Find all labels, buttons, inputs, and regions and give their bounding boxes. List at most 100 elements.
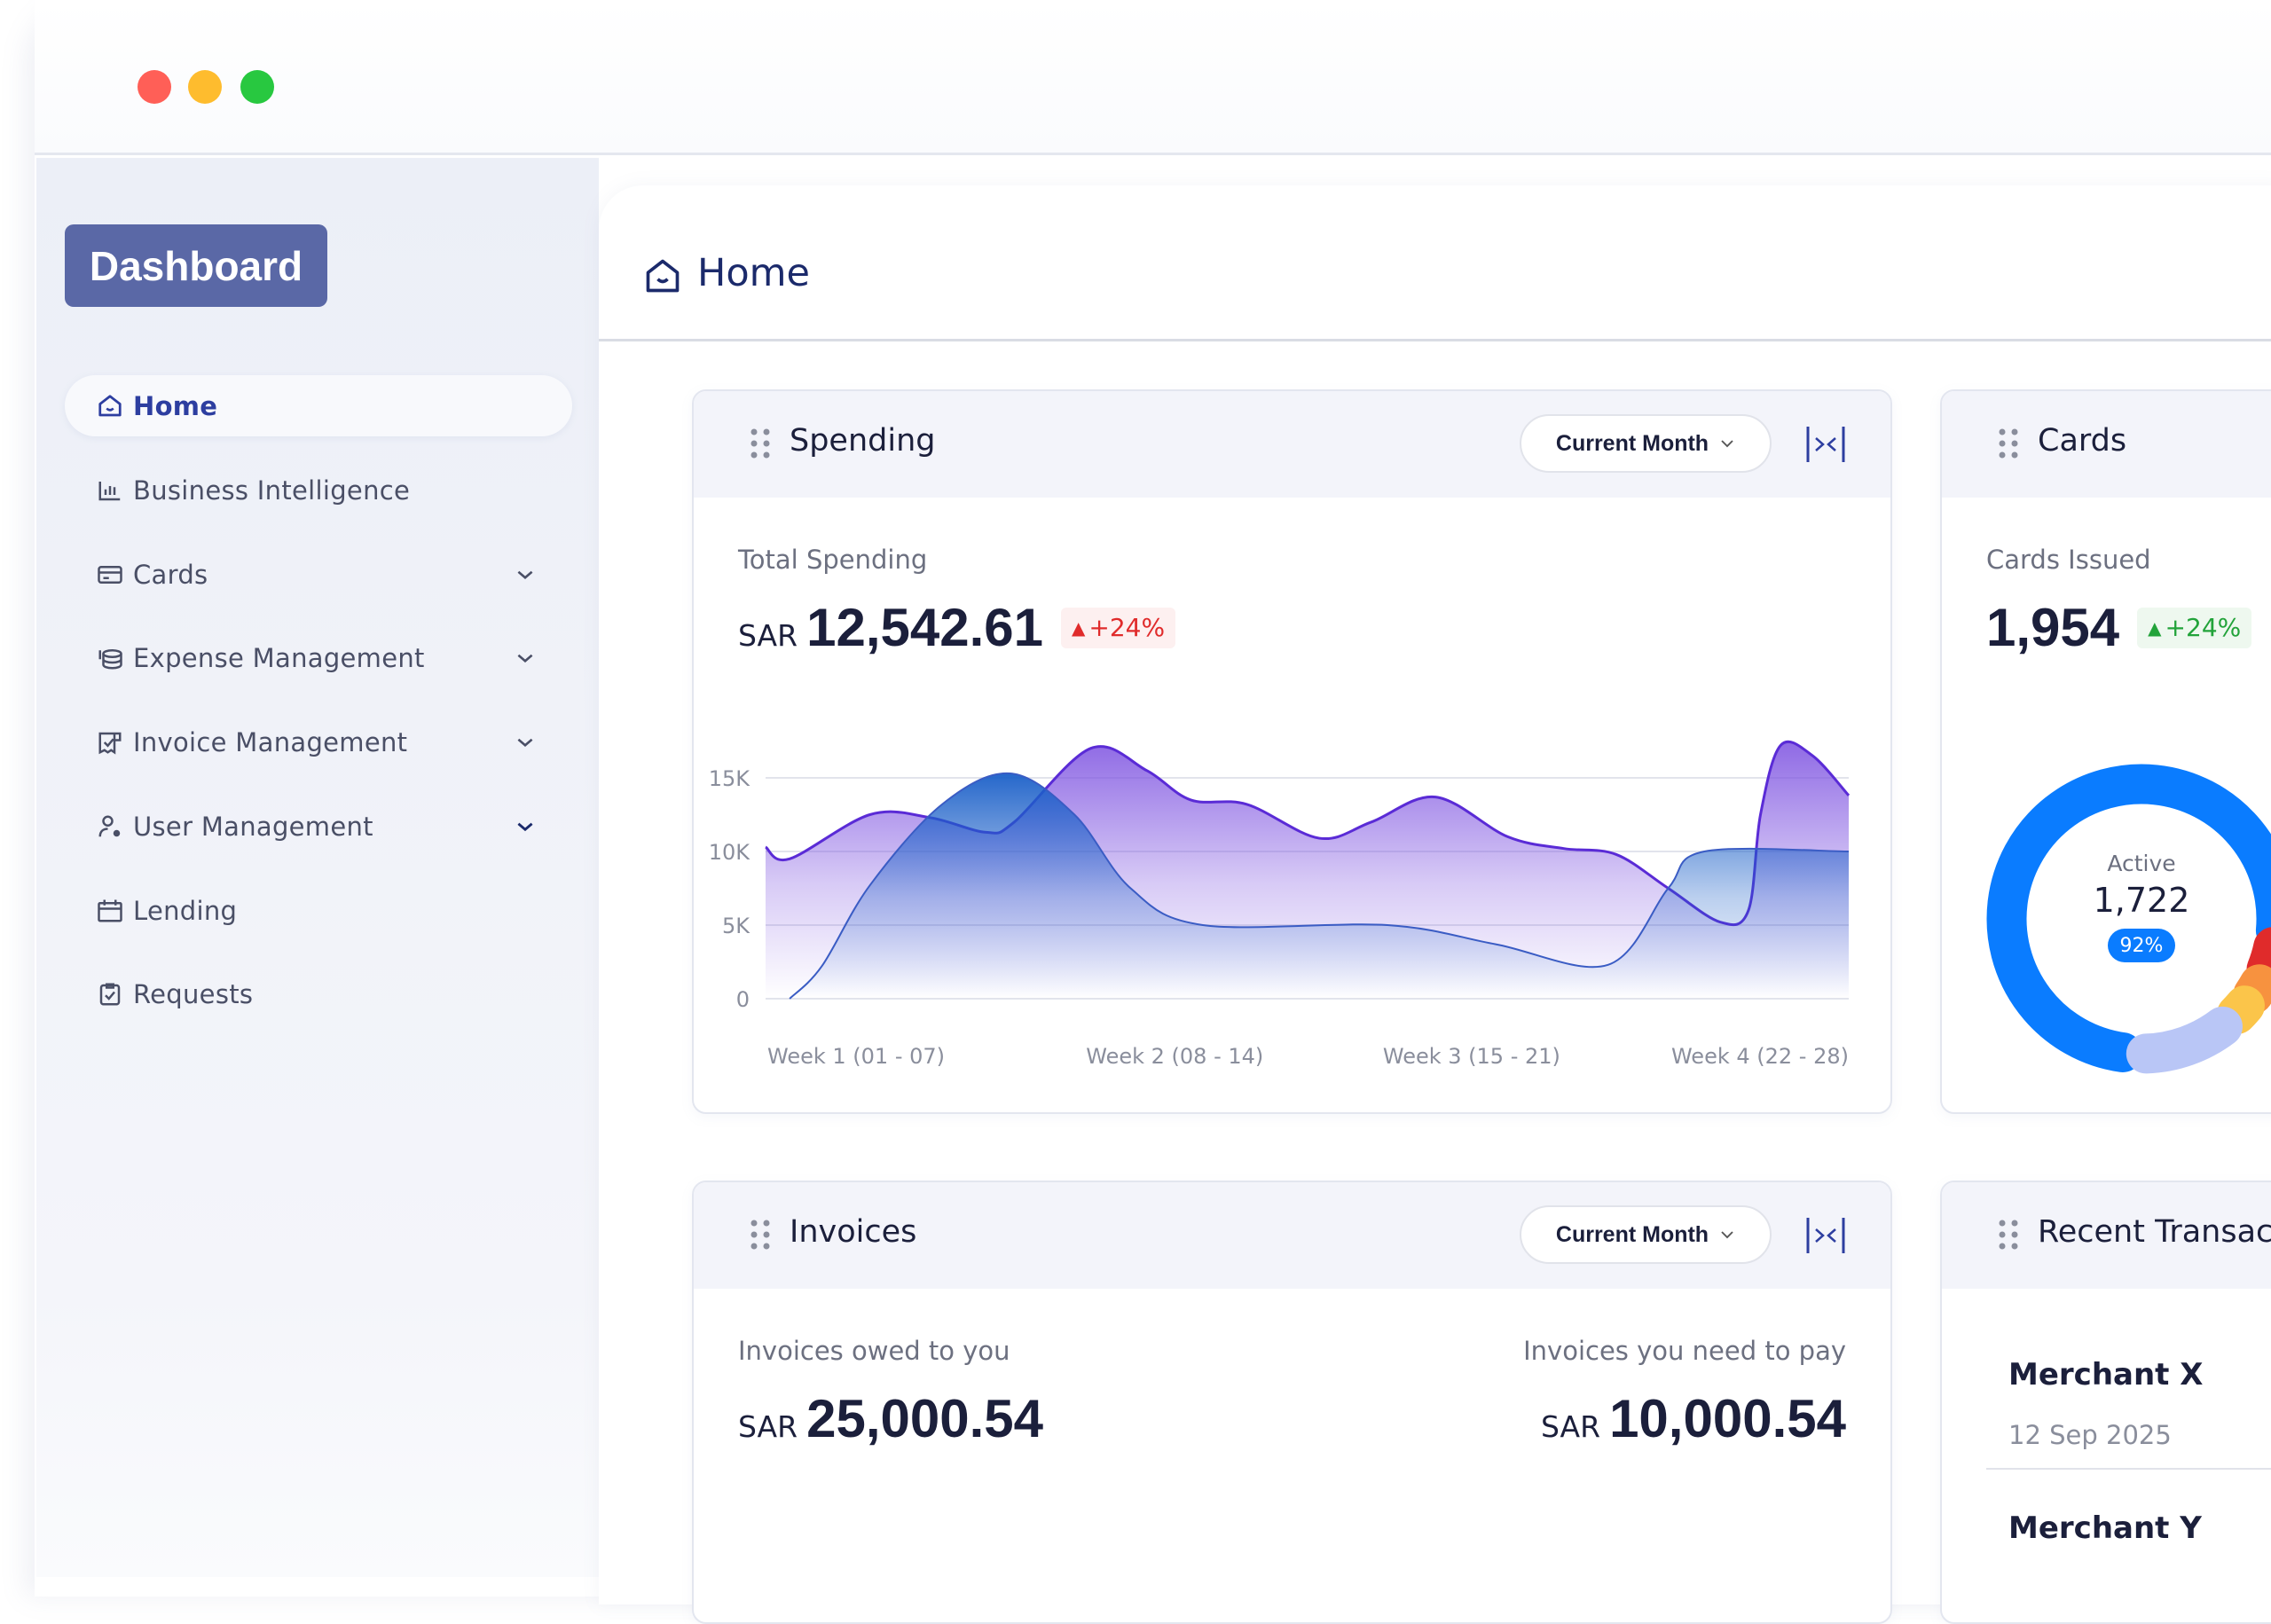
chevron-down-icon bbox=[1721, 440, 1733, 448]
sidebar bbox=[36, 158, 599, 1577]
amount: 12,542.61 bbox=[806, 598, 1044, 657]
total-spending-row: SAR 12,542.61 ▲ +24% bbox=[738, 597, 1176, 658]
drag-handle-icon[interactable] bbox=[1999, 1220, 2018, 1250]
arrow-up-icon: ▲ bbox=[1072, 616, 1086, 639]
chevron-down-icon[interactable] bbox=[514, 815, 537, 838]
total-spending-value: SAR 12,542.61 bbox=[738, 597, 1043, 658]
card-header: Cards bbox=[1942, 391, 2271, 498]
sidebar-item-label: Invoice Management bbox=[133, 726, 408, 757]
y-tick-label: 10K bbox=[709, 840, 751, 865]
sidebar-item-user-management[interactable]: User Management bbox=[65, 796, 572, 857]
cards-card: Cards Cards Issued 1,954 ▲ +24% Active 1,… bbox=[1940, 389, 2271, 1114]
sidebar-item-home[interactable]: Home bbox=[65, 375, 572, 436]
currency-label: SAR bbox=[1540, 1409, 1601, 1444]
spending-chart: 0 5K 10K 15K Week 1 (01 - 07) Week 2 (08 - 14… bbox=[709, 740, 1851, 1069]
sidebar-item-expense-management[interactable]: Expense Management bbox=[65, 627, 572, 688]
bar-chart-icon bbox=[98, 481, 121, 500]
spending-card: Spending Current Month Total Spending SA… bbox=[692, 389, 1892, 1114]
dropdown-value: Current Month bbox=[1555, 1221, 1709, 1247]
chevron-down-icon[interactable] bbox=[514, 563, 537, 586]
card-header: Invoices Current Month bbox=[694, 1182, 1890, 1289]
x-tick-label: Week 2 (08 - 14) bbox=[1086, 1044, 1263, 1069]
amount: 25,000.54 bbox=[806, 1389, 1044, 1448]
title-bar bbox=[35, 0, 2271, 155]
y-tick-label: 5K bbox=[722, 914, 750, 938]
card-title: Cards bbox=[2038, 423, 2127, 459]
chevron-down-icon bbox=[1721, 1231, 1733, 1239]
cards-issued-row: 1,954 ▲ +24% bbox=[1986, 597, 2252, 658]
active-percent-badge: 92% bbox=[2108, 929, 2175, 962]
sidebar-item-requests[interactable]: Requests bbox=[65, 963, 572, 1024]
sidebar-item-label: Cards bbox=[133, 559, 208, 590]
invoices-to-pay-value: SAR 10,000.54 bbox=[1541, 1388, 1846, 1449]
amount: 10,000.54 bbox=[1609, 1389, 1846, 1448]
x-tick-label: Week 3 (15 - 21) bbox=[1383, 1044, 1560, 1069]
user-settings-icon bbox=[98, 815, 121, 836]
invoices-owed-label: Invoices owed to you bbox=[738, 1336, 1010, 1366]
merchant-name: Merchant X bbox=[2008, 1357, 2204, 1393]
donut-center-label: Active bbox=[2107, 851, 2176, 876]
card-title: Recent Transactions bbox=[2038, 1214, 2271, 1250]
period-dropdown[interactable]: Current Month bbox=[1520, 1205, 1772, 1264]
change-badge: ▲ +24% bbox=[2137, 607, 2252, 648]
invoice-icon bbox=[98, 732, 122, 755]
chevron-down-icon[interactable] bbox=[514, 647, 537, 670]
sidebar-item-label: Expense Management bbox=[133, 642, 425, 673]
sidebar-item-business-intelligence[interactable]: Business Intelligence bbox=[65, 459, 572, 521]
maximize-window-button[interactable] bbox=[240, 70, 274, 104]
sidebar-item-label: Home bbox=[133, 390, 218, 421]
change-value: +24% bbox=[2165, 613, 2242, 642]
sidebar-item-label: Lending bbox=[133, 895, 238, 926]
sidebar-item-label: Requests bbox=[133, 978, 254, 1009]
card-header: Spending Current Month bbox=[694, 391, 1890, 498]
credit-card-icon bbox=[98, 565, 122, 584]
series-line bbox=[789, 772, 1850, 1000]
change-badge: ▲ +24% bbox=[1061, 607, 1176, 648]
cards-issued-label: Cards Issued bbox=[1986, 545, 2151, 575]
invoices-card: Invoices Current Month Invoices owed to … bbox=[692, 1181, 1892, 1624]
x-tick-label: Week 4 (22 - 28) bbox=[1671, 1044, 1849, 1069]
merchant-name: Merchant Y bbox=[2008, 1510, 2202, 1546]
currency-label: SAR bbox=[738, 1409, 798, 1444]
cards-donut-chart bbox=[1986, 764, 2271, 1074]
recent-transactions-card: Recent Transactions Merchant X 12 Sep 20… bbox=[1940, 1181, 2271, 1624]
minimize-window-button[interactable] bbox=[188, 70, 222, 104]
sidebar-item-label: User Management bbox=[133, 811, 373, 842]
drag-handle-icon[interactable] bbox=[750, 1220, 770, 1250]
sidebar-item-lending[interactable]: Lending bbox=[65, 880, 572, 941]
currency-label: SAR bbox=[738, 618, 798, 653]
card-header: Recent Transactions bbox=[1942, 1182, 2271, 1289]
collapse-icon[interactable] bbox=[1805, 427, 1846, 462]
period-dropdown[interactable]: Current Month bbox=[1520, 414, 1772, 473]
y-tick-label: 0 bbox=[736, 987, 750, 1012]
drag-handle-icon[interactable] bbox=[1999, 428, 2018, 459]
x-tick-label: Week 1 (01 - 07) bbox=[767, 1044, 945, 1069]
donut-segment-lavender[interactable] bbox=[2126, 1006, 2243, 1074]
card-title: Spending bbox=[790, 423, 936, 459]
total-spending-label: Total Spending bbox=[738, 545, 928, 575]
card-title: Invoices bbox=[790, 1214, 917, 1250]
sidebar-item-cards[interactable]: Cards bbox=[65, 544, 572, 605]
page-title: Home bbox=[697, 251, 810, 295]
cards-issued-value: 1,954 bbox=[1986, 598, 2120, 657]
invoices-owed-value: SAR 25,000.54 bbox=[738, 1388, 1043, 1449]
home-icon bbox=[646, 259, 680, 293]
chevron-down-icon[interactable] bbox=[514, 731, 537, 754]
donut-segment-active[interactable] bbox=[1986, 764, 2271, 1073]
row-divider bbox=[1986, 1468, 2271, 1470]
arrow-up-icon: ▲ bbox=[2148, 616, 2162, 639]
home-icon bbox=[98, 394, 122, 416]
y-tick-label: 15K bbox=[709, 766, 751, 791]
collapse-icon[interactable] bbox=[1805, 1218, 1846, 1253]
sidebar-item-label: Business Intelligence bbox=[133, 475, 411, 506]
page-header: Home bbox=[599, 185, 2271, 341]
drag-handle-icon[interactable] bbox=[750, 428, 770, 459]
dashboard-brand-button[interactable]: Dashboard bbox=[65, 224, 327, 307]
close-window-button[interactable] bbox=[138, 70, 171, 104]
transaction-date: 12 Sep 2025 bbox=[2008, 1420, 2172, 1450]
sidebar-item-invoice-management[interactable]: Invoice Management bbox=[65, 711, 572, 773]
donut-segment-yellow[interactable] bbox=[2216, 985, 2265, 1034]
donut-center-value: 1,722 bbox=[2093, 881, 2190, 920]
clipboard-check-icon bbox=[99, 983, 121, 1005]
dropdown-value: Current Month bbox=[1555, 430, 1709, 456]
